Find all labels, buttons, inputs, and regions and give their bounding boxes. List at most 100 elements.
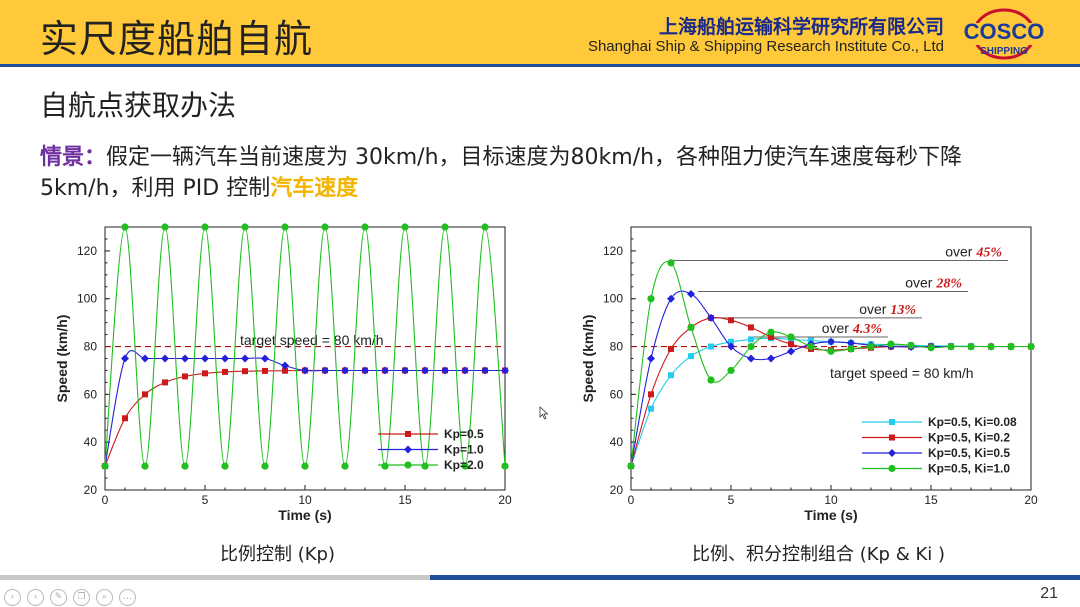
x-tick-label: 5 (728, 493, 735, 507)
more-icon[interactable]: … (119, 589, 136, 606)
data-point (161, 223, 169, 231)
legend: Kp=0.5 Kp=1.0Kp=2.0 (378, 427, 484, 472)
cosco-logo: COSCO SHIPPING (960, 8, 1048, 60)
chart-pi-control: 0 5 10 15 20 20 40 60 80 100 120 Time (s) Speed (km/… (580, 226, 1038, 523)
scenario-label: 情景： (40, 145, 107, 170)
y-tick-label: 40 (84, 435, 98, 449)
x-tick-label: 15 (398, 493, 412, 507)
data-point (907, 341, 915, 349)
data-point (667, 259, 675, 267)
x-tick-label: 20 (1024, 493, 1038, 507)
data-point (687, 323, 695, 332)
legend-label: Kp=1.0 (444, 443, 484, 457)
x-tick-label: 5 (202, 493, 209, 507)
data-point (261, 354, 269, 363)
data-point (301, 366, 309, 375)
data-point (441, 366, 449, 375)
data-point (262, 367, 268, 374)
data-point (1007, 342, 1015, 351)
x-tick-label: 15 (924, 493, 938, 507)
next-icon[interactable]: › (27, 589, 44, 606)
data-point (261, 462, 269, 470)
data-point (707, 313, 715, 322)
data-point (241, 223, 249, 231)
data-point (222, 368, 228, 375)
data-point (987, 342, 995, 351)
data-point (727, 342, 735, 351)
data-point (501, 366, 509, 375)
data-point (421, 462, 429, 470)
data-point (767, 354, 775, 363)
section-title: 自航点获取办法 (40, 89, 237, 122)
slide-title: 实尺度船舶自航 (40, 17, 314, 61)
copy-icon[interactable]: ❐ (73, 589, 90, 606)
data-point (381, 462, 389, 470)
data-point (421, 366, 429, 375)
svg-text:SHIPPING: SHIPPING (980, 46, 1028, 57)
data-point (481, 366, 489, 375)
target-label: target speed = 80 km/h (830, 365, 974, 381)
y-axis-label: Speed (km/h) (54, 315, 70, 403)
y-tick-label: 80 (84, 340, 98, 354)
x-axis-label: Time (s) (804, 507, 857, 523)
header-bar (0, 0, 1080, 64)
data-point (807, 342, 815, 351)
series-4 (627, 259, 1035, 470)
legend-label: Kp=0.5, Ki=0.2 (928, 431, 1010, 445)
data-point (787, 333, 795, 341)
data-point (461, 462, 469, 470)
data-point (927, 344, 935, 352)
data-point (947, 342, 955, 351)
data-point (768, 333, 774, 340)
data-point (121, 223, 129, 231)
header-divider (0, 64, 1080, 67)
y-tick-label: 100 (77, 292, 97, 306)
data-point (341, 462, 349, 470)
data-point (728, 338, 734, 345)
data-point (728, 317, 734, 324)
data-point (967, 342, 975, 351)
x-axis-label: Time (s) (278, 507, 331, 523)
data-point (627, 462, 635, 470)
data-point (121, 354, 129, 363)
data-point (441, 223, 449, 231)
company-name-cn: 上海船舶运输科学研究所有限公司 (658, 16, 944, 38)
data-point (667, 294, 675, 303)
data-point (221, 354, 229, 363)
y-tick-label: 120 (603, 244, 623, 258)
data-point (281, 223, 289, 231)
pen-icon[interactable]: ✎ (50, 589, 67, 606)
data-point (647, 295, 655, 303)
data-point (381, 366, 389, 375)
overshoot-label: over 13% (859, 301, 916, 318)
data-point (847, 338, 855, 347)
y-tick-label: 120 (77, 244, 97, 258)
data-point (647, 354, 655, 363)
data-point (827, 347, 835, 355)
data-point (747, 354, 755, 363)
data-point (827, 337, 835, 346)
y-tick-label: 60 (610, 387, 624, 401)
legend-label: Kp=0.5, Ki=1.0 (928, 462, 1010, 476)
legend-label: Kp=2.0 (444, 458, 484, 472)
data-point (141, 354, 149, 363)
data-point (242, 368, 248, 375)
x-tick-label: 0 (628, 493, 635, 507)
data-point (481, 223, 489, 231)
data-point (687, 289, 695, 298)
data-point (1027, 342, 1035, 351)
data-point (141, 462, 149, 470)
data-point (747, 342, 755, 351)
data-point (748, 336, 754, 343)
mouse-cursor-icon (539, 406, 549, 420)
data-point (221, 462, 229, 470)
prev-icon[interactable]: ‹ (4, 589, 21, 606)
legend-marker (404, 461, 412, 469)
legend-marker (889, 419, 895, 425)
zoom-icon[interactable]: ⌕ (96, 589, 113, 606)
data-point (281, 361, 289, 370)
data-point (847, 345, 855, 353)
x-tick-label: 10 (824, 493, 838, 507)
data-point (182, 373, 188, 380)
